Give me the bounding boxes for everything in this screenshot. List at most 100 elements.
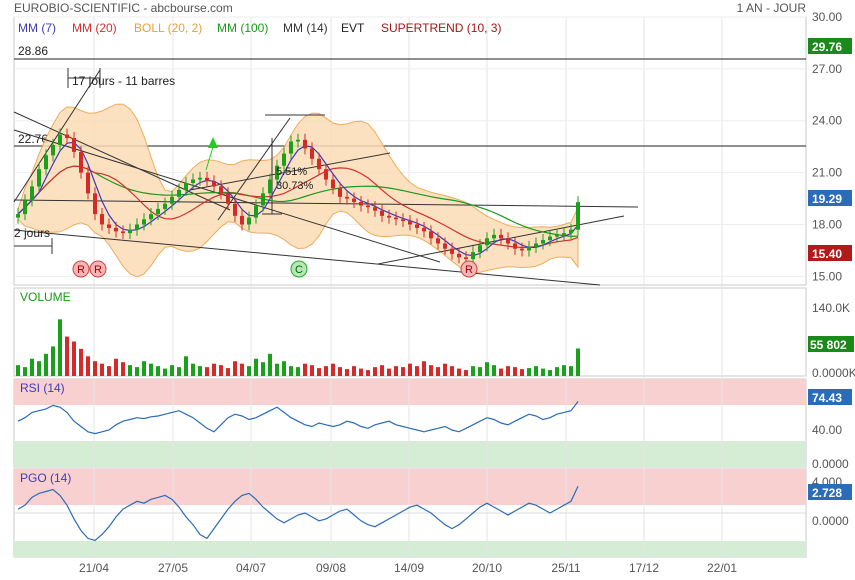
candle-body: [464, 257, 468, 260]
volume-bar: [541, 368, 545, 376]
volume-bar: [296, 367, 300, 376]
candle-body: [184, 182, 188, 190]
volume-y-tick: 140.0K: [812, 301, 850, 315]
x-axis: 21/04 27/05 04/07 09/08 14/09 20/10 25/11 17/12…: [79, 561, 737, 575]
volume-bar: [86, 356, 90, 376]
candle-body: [338, 188, 342, 197]
volume-bar: [534, 366, 538, 376]
price-y-tick: 24.00: [812, 114, 842, 128]
volume-bar: [394, 366, 398, 376]
candle-body: [408, 221, 412, 225]
pgo-y-tick: 0.0000: [812, 514, 849, 528]
candle-body: [44, 155, 48, 170]
indicator-legend: MM (7) MM (20) BOLL (20, 2) MM (100) MM (14)…: [18, 21, 501, 35]
pgo-path: [17, 486, 579, 542]
marker-r-2[interactable]: R: [89, 260, 107, 278]
volume-bar: [366, 370, 370, 376]
candle-body: [366, 205, 370, 208]
candle-body: [401, 219, 405, 222]
candle-body: [142, 219, 146, 225]
candle-body: [191, 179, 195, 183]
volume-bar: [492, 365, 496, 376]
volume-bar: [317, 368, 321, 376]
volume-bar: [513, 367, 517, 376]
candle-body: [107, 224, 111, 228]
candle-body: [296, 139, 300, 142]
candle-body: [471, 252, 475, 260]
chart-title: EUROBIO-SCIENTIFIC - abcbourse.com: [14, 1, 233, 15]
volume-bar: [331, 363, 335, 376]
volume-bar: [506, 366, 510, 376]
pct-label-2: 30.73%: [276, 180, 314, 192]
volume-bar: [415, 366, 419, 376]
candle-body: [548, 236, 552, 241]
volume-bar: [338, 367, 342, 376]
volume-bar: [219, 365, 223, 376]
candle-body: [352, 198, 356, 203]
rsi-line: [17, 401, 579, 435]
volume-bar: [177, 367, 181, 376]
candle-body: [324, 169, 328, 180]
svg-text:R: R: [94, 264, 102, 276]
volume-bar: [72, 341, 76, 376]
volume-bar: [303, 363, 307, 376]
volume-bar: [163, 368, 167, 376]
candle-body: [16, 214, 20, 218]
volume-bar: [16, 365, 20, 376]
candle-body: [499, 234, 503, 239]
candle-body: [219, 186, 223, 194]
rsi-overbought-zone: [14, 379, 806, 405]
candle-body: [212, 181, 216, 187]
candle-body: [177, 189, 181, 197]
candle-body: [450, 248, 454, 254]
volume-bar: [114, 358, 118, 376]
volume-bar: [457, 368, 461, 376]
candle-body: [156, 208, 160, 215]
x-tick-label: 21/04: [79, 561, 109, 575]
marker-r-1[interactable]: R: [72, 260, 90, 278]
volume-bar: [58, 319, 62, 376]
x-tick-label: 17/12: [629, 561, 659, 575]
candle-body: [317, 158, 321, 170]
candle-body: [114, 227, 118, 232]
x-tick-label: 27/05: [158, 561, 188, 575]
candle-body: [37, 169, 41, 187]
candle-body: [282, 153, 286, 166]
candle-body: [492, 234, 496, 239]
marker-r-3[interactable]: R: [460, 260, 478, 278]
volume-bar: [408, 363, 412, 376]
volume-bar: [478, 367, 482, 376]
period-label[interactable]: 1 AN - JOUR: [737, 1, 807, 15]
volume-bar: [170, 365, 174, 376]
rsi-title: RSI (14): [20, 381, 65, 395]
pgo-line: [14, 486, 806, 542]
badge-supertrend: 15.40: [808, 245, 852, 261]
volume-bar: [128, 365, 132, 376]
candle-body: [380, 210, 384, 216]
candle-body: [527, 246, 531, 251]
marker-c[interactable]: C: [290, 260, 308, 278]
volume-bar: [191, 363, 195, 376]
candle-body: [93, 193, 97, 215]
volume-bar: [65, 336, 69, 376]
green-arrow-icon: [208, 137, 218, 148]
volume-bar: [520, 369, 524, 376]
volume-bar: [359, 368, 363, 376]
volume-bar: [135, 367, 139, 376]
svg-text:15.40: 15.40: [812, 247, 842, 261]
volume-bar: [443, 363, 447, 376]
candle-body: [121, 231, 125, 234]
volume-bar: [289, 366, 293, 376]
volume-bar: [30, 358, 34, 376]
volume-bar: [156, 366, 160, 376]
volume-bar: [268, 353, 272, 376]
volume-bar: [205, 367, 209, 376]
x-axis-grid: [93, 17, 723, 557]
svg-text:2.728: 2.728: [812, 486, 842, 500]
candle-body: [240, 215, 244, 225]
volume-bar: [401, 367, 405, 376]
x-tick-label: 14/09: [394, 561, 424, 575]
volume-bar: [44, 353, 48, 376]
price-y-tick: 21.00: [812, 166, 842, 180]
candle-body: [51, 144, 55, 156]
